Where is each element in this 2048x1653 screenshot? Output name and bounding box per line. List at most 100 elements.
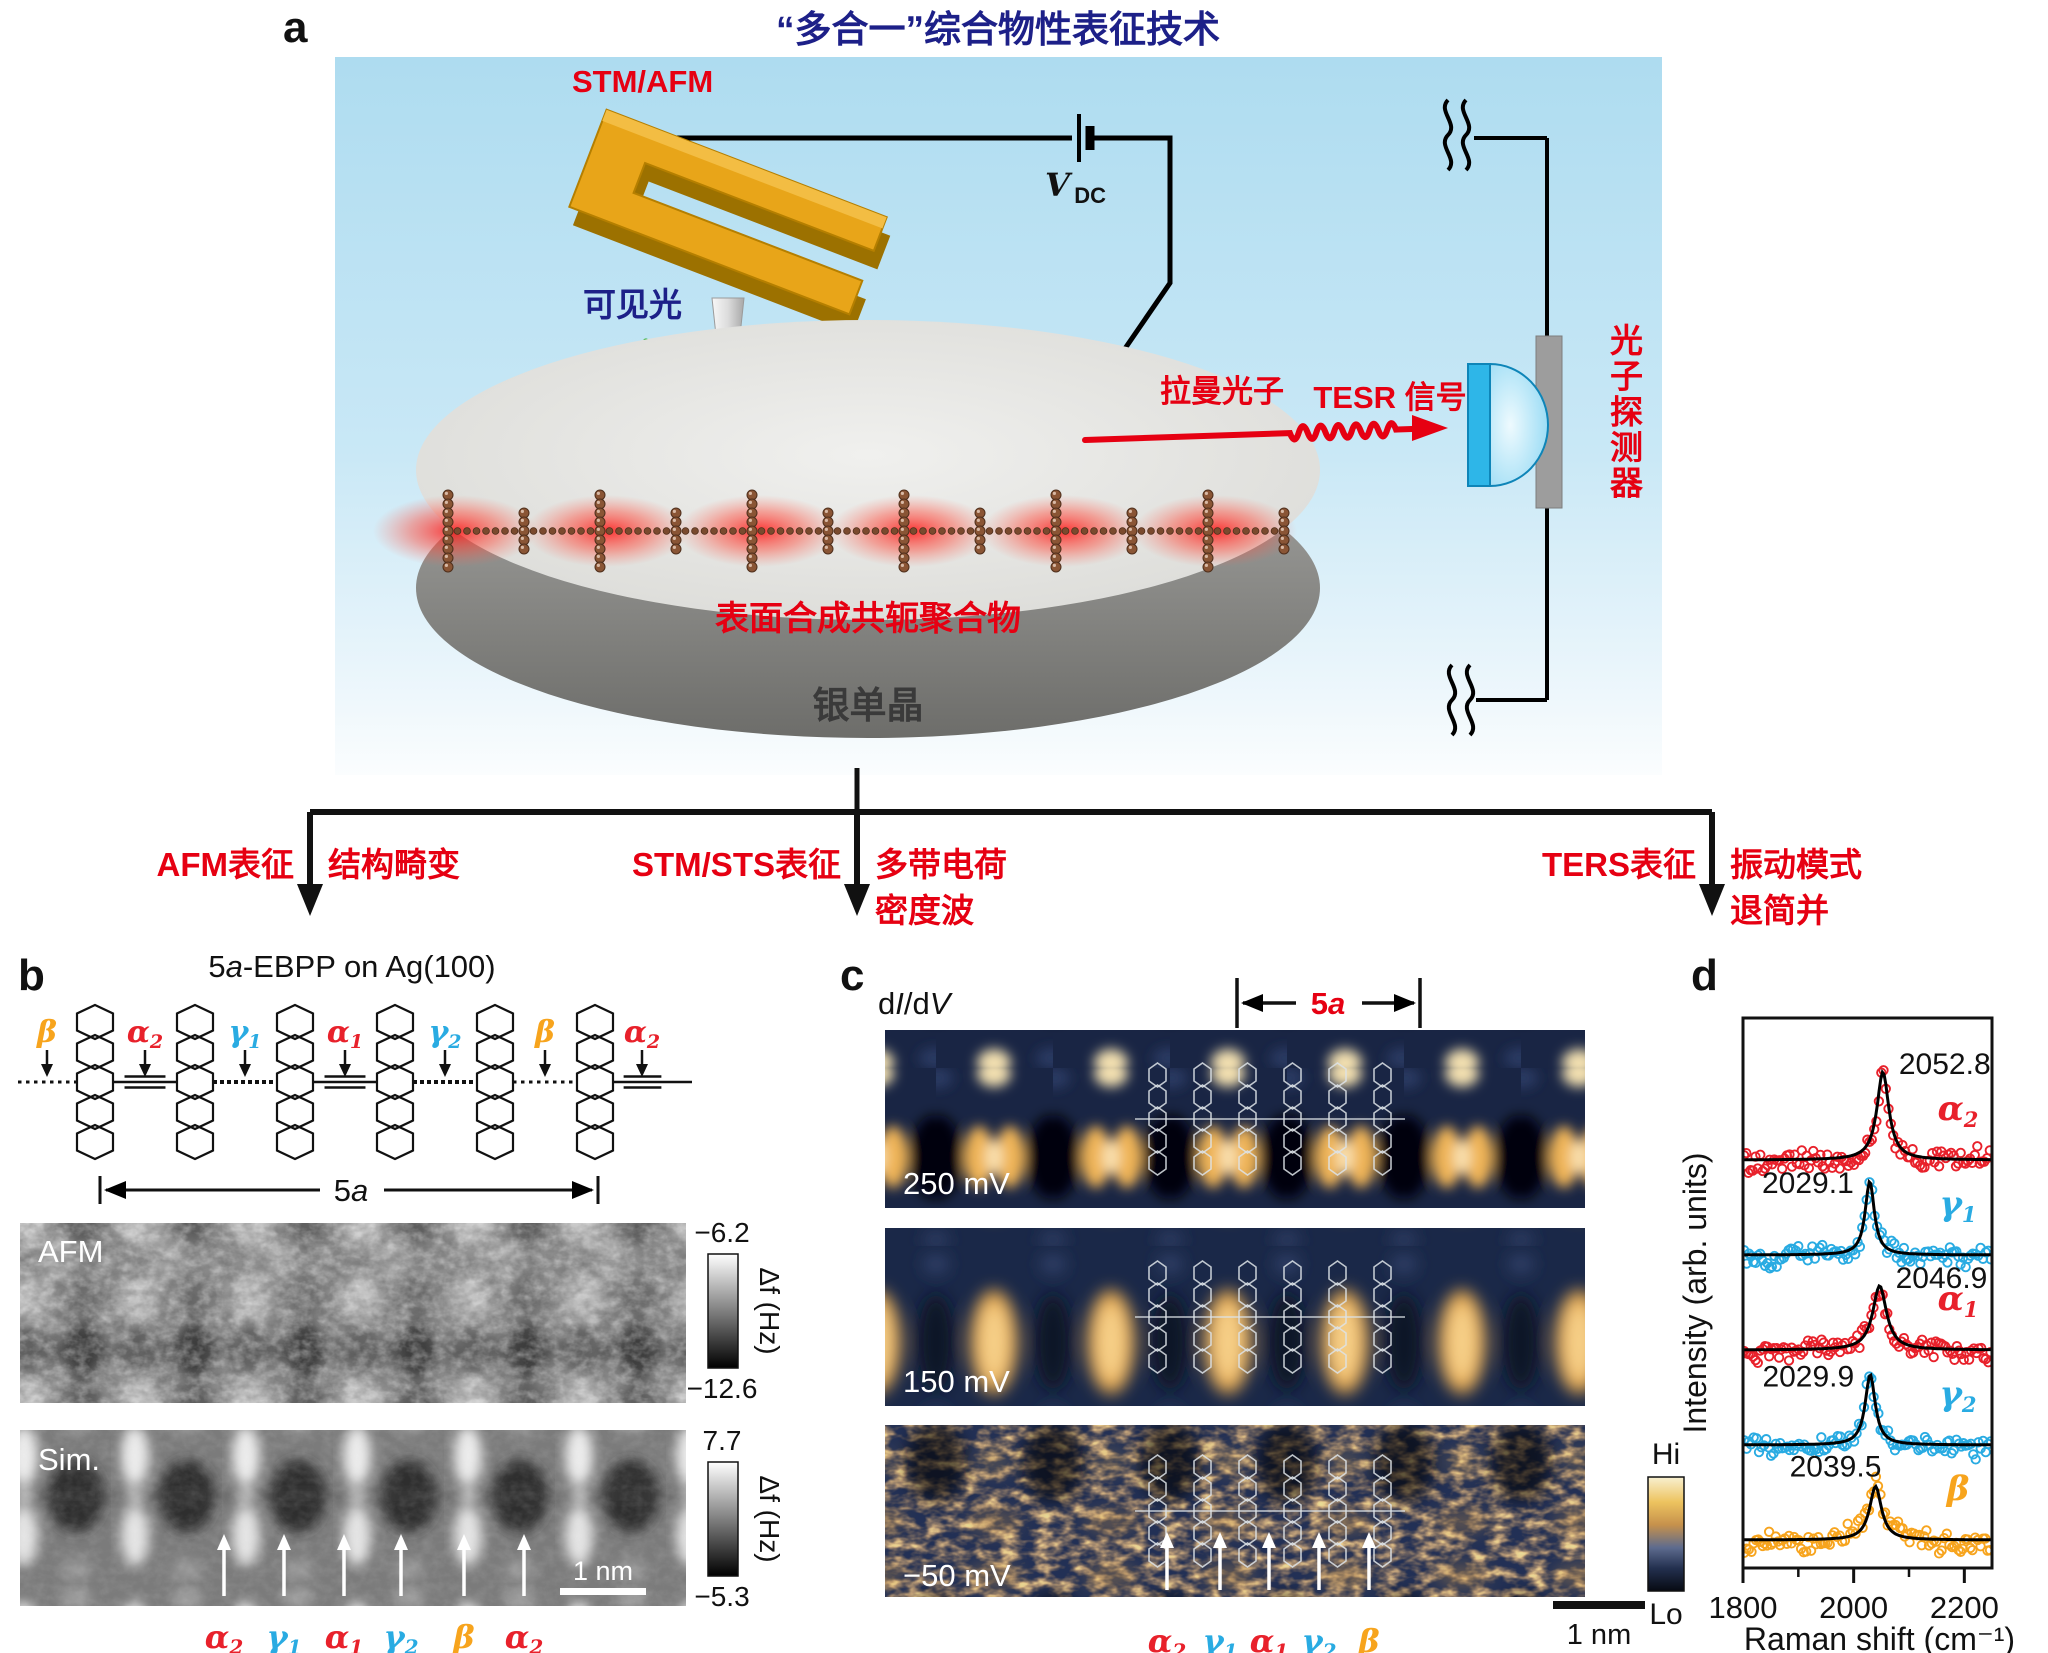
svg-text:Δf (Hz): Δf (Hz) — [754, 1267, 785, 1354]
sim-image: Sim. 1 nm — [20, 1430, 686, 1606]
branch-result-2: 密度波 — [875, 892, 974, 929]
branch-technique: AFM表征 — [157, 846, 294, 883]
peak-value-label: 2039.5 — [1790, 1450, 1882, 1483]
didv-map-150mV: 150 mV — [885, 1228, 1585, 1406]
svg-text:7.7: 7.7 — [703, 1425, 742, 1456]
svg-text:250 mV: 250 mV — [903, 1166, 1010, 1201]
x-tick-label: 2000 — [1819, 1590, 1888, 1625]
mode-label: γ2 — [1939, 1374, 1976, 1417]
scalebar-b — [560, 1588, 646, 1595]
mode-label: β — [1357, 1622, 1379, 1653]
mode-label: β — [1945, 1469, 1970, 1509]
tesr-arrow — [1082, 415, 1448, 443]
mode-label: β — [452, 1618, 474, 1653]
mode-label: α1 — [325, 1618, 364, 1653]
branch-result-2: 退简并 — [1730, 892, 1829, 929]
sim-mode-label-row: α2 γ1 α1 γ2 β α2 — [205, 1618, 544, 1653]
unit-cell-dimension-b: 5a — [98, 1173, 600, 1208]
ters-spectra-chart: 2052.8 α2 2029.1 γ1 2046.9α1 2029.9 γ2 2039.5 β 1… — [1677, 1016, 2015, 1653]
bias-wire-right — [1094, 135, 1173, 368]
mode-label: γ1 — [1202, 1622, 1237, 1653]
svg-text:150 mV: 150 mV — [903, 1364, 1010, 1399]
mode-label: α2 — [127, 1015, 163, 1053]
substrate-label: 银单晶 — [813, 685, 924, 726]
tesr-signal-label: TESR 信号 — [1313, 380, 1466, 415]
unit-cell-dimension-c: 5a — [1235, 978, 1422, 1028]
scalebar-b-label: 1 nm — [573, 1556, 633, 1586]
peak-value-label: 2052.8 — [1899, 1048, 1991, 1081]
mode-label: γ1 — [1939, 1184, 1976, 1227]
mode-label: β — [534, 1015, 555, 1050]
mode-label: α1 — [1938, 1279, 1979, 1322]
mode-label: α2 — [1938, 1089, 1979, 1132]
branch-technique: TERS表征 — [1542, 846, 1696, 883]
panel-d-label: d — [1691, 951, 1718, 1000]
didv-colorbar: Hi Lo — [1647, 1438, 1685, 1631]
bond-mode-labels: β α2 γ1 α1 γ2 β α2 — [36, 1015, 660, 1077]
sim-mode-arrows — [217, 1534, 531, 1596]
figure-title: “多合一”综合物性表征技术 — [776, 9, 1220, 50]
scalebar-c — [1553, 1601, 1645, 1609]
peak-value-label: 2029.1 — [1762, 1167, 1854, 1200]
fit-γ1 — [1743, 1178, 1992, 1257]
mode-label: γ2 — [1301, 1622, 1336, 1653]
scalebar-c-label: 1 nm — [1567, 1619, 1631, 1651]
sim-tag: Sim. — [38, 1442, 100, 1477]
mode-label: α2 — [1148, 1622, 1187, 1653]
afm-tag: AFM — [38, 1234, 103, 1269]
didv-map-250mV: 250 mV — [885, 1030, 1585, 1208]
lens-back — [1467, 363, 1491, 487]
panel-c-label: c — [840, 951, 864, 1000]
molecule-overlay-1 — [1135, 1062, 1405, 1176]
polymer-label: 表面合成共轭聚合物 — [715, 600, 1021, 638]
x-tick-label: 2200 — [1930, 1590, 1999, 1625]
panel-b-title: 5a-EBPP on Ag(100) — [208, 949, 495, 984]
y-axis-label: Intensity (arb. units) — [1677, 1153, 1713, 1434]
mode-label: γ1 — [266, 1618, 301, 1653]
mode-label: γ1 — [228, 1015, 261, 1053]
peak-value-label: 2046.9 — [1896, 1262, 1988, 1295]
mode-label: β — [36, 1015, 57, 1050]
sensor-highlight — [602, 109, 887, 229]
branch-result: 振动模式 — [1730, 846, 1862, 883]
svg-text:−5.3: −5.3 — [694, 1581, 749, 1612]
map-mode-label-row: α2 γ1 α1 γ2 β — [1148, 1622, 1380, 1653]
afm-colorbar: −6.2 Δf (Hz) −12.6 — [687, 1217, 785, 1404]
svg-text:5a: 5a — [334, 1173, 369, 1208]
spectra-area — [1743, 1065, 1992, 1559]
didv-label: dI/dV — [878, 986, 954, 1021]
peak-value-label: 2029.9 — [1762, 1361, 1854, 1394]
x-tick-label: 1800 — [1709, 1590, 1778, 1625]
wire-break-top-icon — [1442, 98, 1472, 172]
wire-break-bottom-icon — [1446, 663, 1476, 737]
mode-label: α2 — [505, 1618, 544, 1653]
x-axis-label: Raman shift (cm⁻¹) — [1744, 1621, 2015, 1653]
molecule-overlay-3 — [1135, 1454, 1405, 1568]
panel-a-label: a — [283, 3, 308, 52]
panel-b-label: b — [18, 951, 45, 1000]
mode-label: α2 — [624, 1015, 660, 1053]
vdc-label: V DC — [1045, 166, 1106, 208]
visible-light-label: 可见光 — [583, 286, 682, 323]
svg-text:Hi: Hi — [1652, 1438, 1680, 1471]
mode-label: α1 — [327, 1015, 363, 1053]
svg-text:−50 mV: −50 mV — [903, 1558, 1011, 1593]
branch-technique: STM/STS表征 — [632, 846, 841, 883]
svg-text:5a: 5a — [1311, 986, 1346, 1021]
molecule-overlay-2 — [1135, 1260, 1405, 1374]
lens-dome — [1489, 362, 1549, 488]
fit-γ2 — [1743, 1372, 1992, 1447]
didv-map-minus50mV: −50 mV — [885, 1425, 1585, 1597]
branch-result: 多带电荷 — [875, 846, 1007, 883]
scatter-α2 — [1743, 1065, 1992, 1178]
svg-text:−12.6: −12.6 — [687, 1373, 758, 1404]
sensor-body — [568, 108, 888, 316]
mode-label: α2 — [205, 1618, 244, 1653]
sim-colorbar: 7.7 Δf (Hz) −5.3 — [694, 1425, 785, 1612]
qplus-sensor — [568, 108, 891, 333]
mode-label: α1 — [1250, 1622, 1289, 1653]
raman-photon-label: 拉曼光子 — [1160, 374, 1284, 409]
